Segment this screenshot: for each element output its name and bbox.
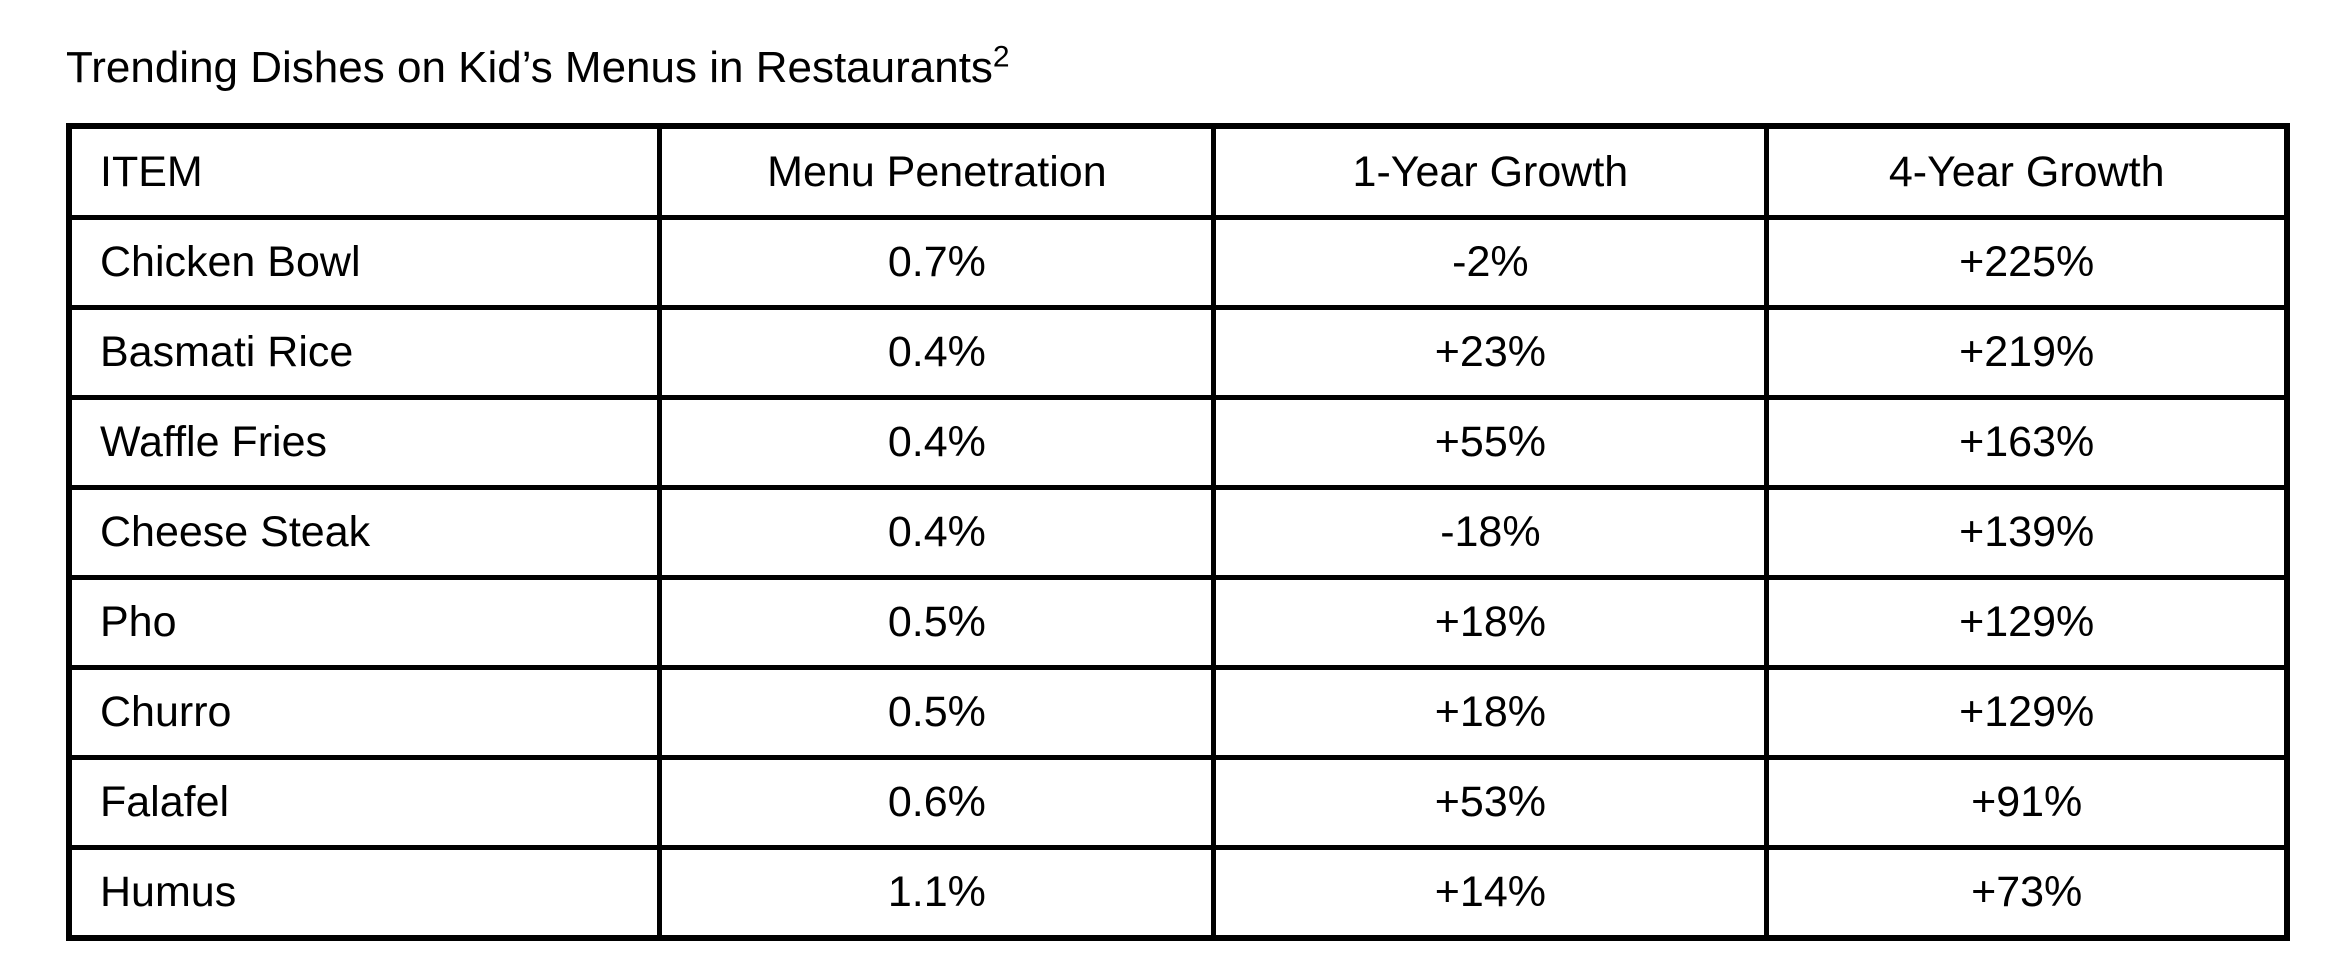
trending-dishes-table: ITEM Menu Penetration 1-Year Growth 4-Ye… — [66, 123, 2290, 941]
cell-menu-penetration: 0.4% — [657, 395, 1217, 490]
cell-1-year-growth: -2% — [1211, 215, 1770, 310]
cell-1-year-growth: +18% — [1211, 665, 1770, 760]
cell-1-year-growth: +23% — [1211, 305, 1770, 400]
page-title: Trending Dishes on Kid’s Menus in Restau… — [66, 42, 1010, 92]
cell-4-year-growth: +91% — [1764, 755, 2290, 850]
header-menu-penetration: Menu Penetration — [657, 123, 1217, 220]
cell-1-year-growth: +14% — [1211, 845, 1770, 941]
cell-item: Basmati Rice — [66, 305, 663, 400]
cell-menu-penetration: 0.6% — [657, 755, 1217, 850]
cell-4-year-growth: +129% — [1764, 575, 2290, 670]
cell-4-year-growth: +129% — [1764, 665, 2290, 760]
table-row: Basmati Rice 0.4% +23% +219% — [66, 305, 2290, 400]
cell-4-year-growth: +139% — [1764, 485, 2290, 580]
cell-1-year-growth: +53% — [1211, 755, 1770, 850]
table-row: Churro 0.5% +18% +129% — [66, 665, 2290, 760]
cell-menu-penetration: 0.5% — [657, 575, 1217, 670]
header-1-year-growth: 1-Year Growth — [1211, 123, 1770, 220]
cell-menu-penetration: 0.5% — [657, 665, 1217, 760]
cell-item: Chicken Bowl — [66, 215, 663, 310]
header-4-year-growth: 4-Year Growth — [1764, 123, 2290, 220]
cell-item: Falafel — [66, 755, 663, 850]
table-row: Waffle Fries 0.4% +55% +163% — [66, 395, 2290, 490]
cell-1-year-growth: +18% — [1211, 575, 1770, 670]
cell-1-year-growth: -18% — [1211, 485, 1770, 580]
cell-4-year-growth: +225% — [1764, 215, 2290, 310]
table-header-row: ITEM Menu Penetration 1-Year Growth 4-Ye… — [66, 123, 2290, 220]
cell-menu-penetration: 0.7% — [657, 215, 1217, 310]
cell-menu-penetration: 0.4% — [657, 305, 1217, 400]
cell-4-year-growth: +219% — [1764, 305, 2290, 400]
page-title-text: Trending Dishes on Kid’s Menus in Restau… — [66, 43, 993, 92]
table-row: Pho 0.5% +18% +129% — [66, 575, 2290, 670]
cell-item: Pho — [66, 575, 663, 670]
cell-menu-penetration: 0.4% — [657, 485, 1217, 580]
header-item: ITEM — [66, 123, 663, 220]
cell-item: Humus — [66, 845, 663, 941]
table-row: Cheese Steak 0.4% -18% +139% — [66, 485, 2290, 580]
cell-item: Cheese Steak — [66, 485, 663, 580]
table-row: Falafel 0.6% +53% +91% — [66, 755, 2290, 850]
table-row: Chicken Bowl 0.7% -2% +225% — [66, 215, 2290, 310]
cell-4-year-growth: +73% — [1764, 845, 2290, 941]
cell-4-year-growth: +163% — [1764, 395, 2290, 490]
cell-item: Waffle Fries — [66, 395, 663, 490]
table-row: Humus 1.1% +14% +73% — [66, 845, 2290, 941]
cell-menu-penetration: 1.1% — [657, 845, 1217, 941]
cell-1-year-growth: +55% — [1211, 395, 1770, 490]
footnote-ref: 2 — [992, 40, 1010, 74]
cell-item: Churro — [66, 665, 663, 760]
